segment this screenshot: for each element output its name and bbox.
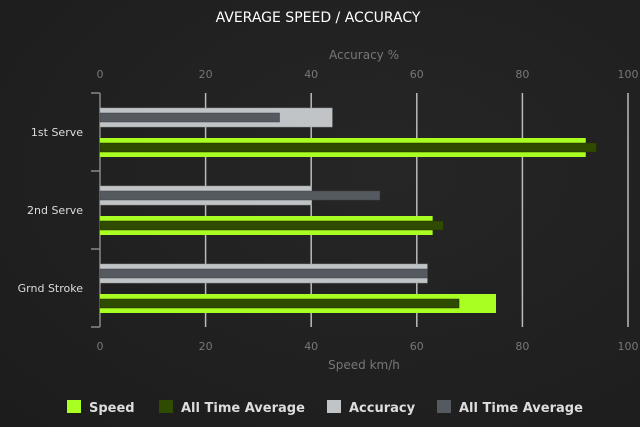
top-tick-label: 0 bbox=[97, 68, 104, 81]
legend-label: All Time Average bbox=[459, 401, 583, 416]
bottom-tick-label: 40 bbox=[304, 340, 318, 353]
legend-label: All Time Average bbox=[181, 401, 305, 416]
bar-accuracy-all-time-average bbox=[99, 268, 428, 279]
top-tick-label: 60 bbox=[410, 68, 424, 81]
top-tick-label: 40 bbox=[304, 68, 318, 81]
legend-swatch bbox=[327, 400, 341, 413]
legend-label: Accuracy bbox=[349, 401, 416, 416]
bar-speed-all-time-average bbox=[99, 298, 460, 309]
bar-accuracy-all-time-average bbox=[99, 190, 381, 201]
bottom-tick-label: 60 bbox=[410, 340, 424, 353]
legend-swatch bbox=[159, 400, 173, 413]
category-label: 2nd Serve bbox=[27, 204, 83, 217]
legend-label: Speed bbox=[89, 401, 135, 416]
top-tick-label: 20 bbox=[199, 68, 213, 81]
bottom-tick-label: 20 bbox=[199, 340, 213, 353]
top-tick-label: 80 bbox=[515, 68, 529, 81]
legend-swatch bbox=[67, 400, 81, 413]
category-label: Grnd Stroke bbox=[18, 282, 84, 295]
top-axis-label: Accuracy % bbox=[329, 48, 399, 62]
bar-accuracy-all-time-average bbox=[99, 112, 280, 123]
bottom-tick-label: 0 bbox=[97, 340, 104, 353]
legend-swatch bbox=[437, 400, 451, 413]
bar-speed-all-time-average bbox=[99, 220, 444, 231]
bottom-axis-label: Speed km/h bbox=[328, 358, 400, 372]
bottom-tick-label: 80 bbox=[515, 340, 529, 353]
category-label: 1st Serve bbox=[31, 126, 83, 139]
bar-speed-all-time-average bbox=[99, 142, 597, 153]
bottom-tick-label: 100 bbox=[618, 340, 639, 353]
chart-title: AVERAGE SPEED / ACCURACY bbox=[216, 10, 421, 26]
top-tick-label: 100 bbox=[618, 68, 639, 81]
